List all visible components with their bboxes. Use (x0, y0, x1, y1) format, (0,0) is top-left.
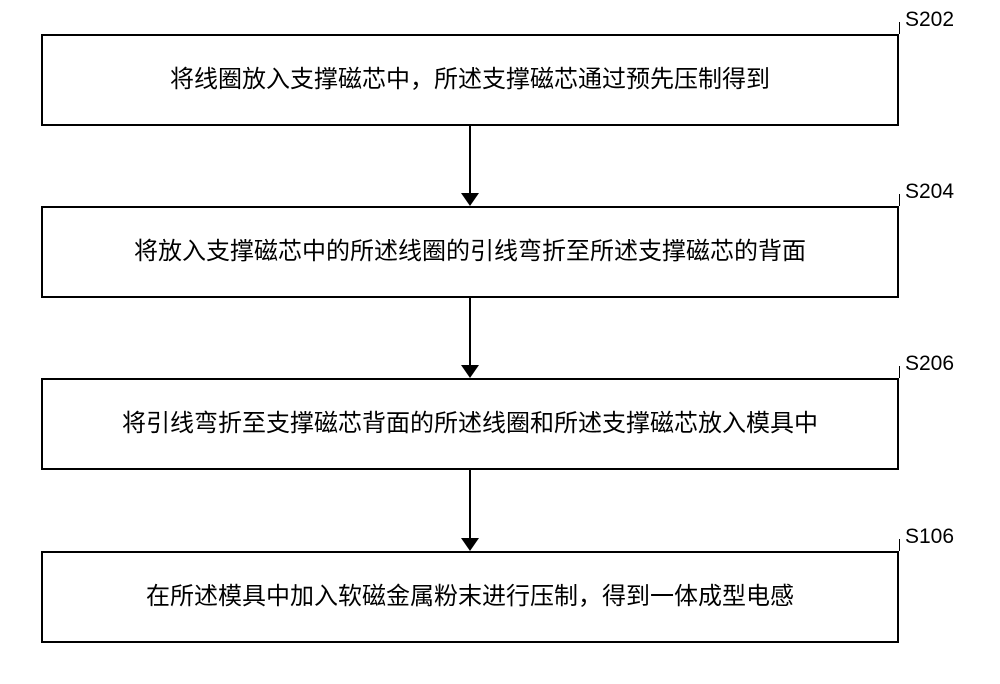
flowchart-canvas: 将线圈放入支撑磁芯中，所述支撑磁芯通过预先压制得到 S202 将放入支撑磁芯中的所述… (0, 0, 1000, 684)
flow-step-text: 将引线弯折至支撑磁芯背面的所述线圈和所述支撑磁芯放入模具中 (112, 409, 828, 439)
step-label-s206: S206 (905, 352, 954, 376)
arrow-down (450, 298, 490, 378)
step-label-s204: S204 (905, 180, 954, 204)
step-label-s106: S106 (905, 525, 954, 549)
label-lead-line (899, 366, 900, 378)
flow-step-text: 将线圈放入支撑磁芯中，所述支撑磁芯通过预先压制得到 (160, 65, 780, 95)
flow-step-s202: 将线圈放入支撑磁芯中，所述支撑磁芯通过预先压制得到 (41, 34, 899, 126)
label-lead-line (899, 22, 900, 34)
arrow-down (450, 470, 490, 551)
label-lead-line (899, 539, 900, 551)
flow-step-s206: 将引线弯折至支撑磁芯背面的所述线圈和所述支撑磁芯放入模具中 (41, 378, 899, 470)
flow-step-text: 将放入支撑磁芯中的所述线圈的引线弯折至所述支撑磁芯的背面 (124, 237, 816, 267)
flow-step-text: 在所述模具中加入软磁金属粉末进行压制，得到一体成型电感 (136, 582, 804, 612)
arrow-down (450, 126, 490, 206)
flow-step-s106: 在所述模具中加入软磁金属粉末进行压制，得到一体成型电感 (41, 551, 899, 643)
label-lead-line (899, 194, 900, 206)
step-label-s202: S202 (905, 8, 954, 32)
flow-step-s204: 将放入支撑磁芯中的所述线圈的引线弯折至所述支撑磁芯的背面 (41, 206, 899, 298)
